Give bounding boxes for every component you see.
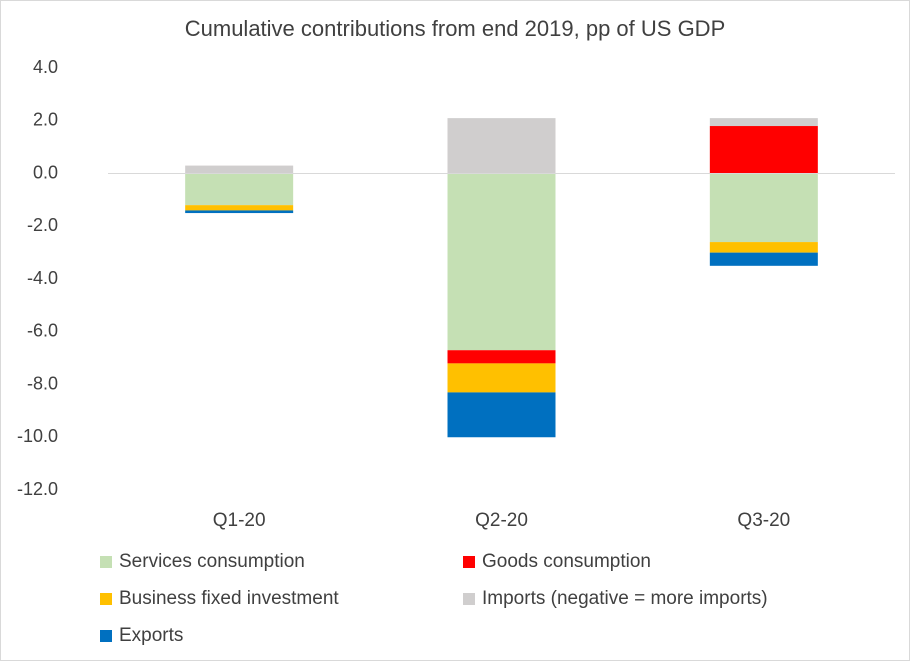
x-tick-label: Q2-20 [475,510,528,531]
bar-segment [447,118,556,174]
bar-segment [447,173,556,351]
legend-label: Goods consumption [482,551,651,572]
bar-segment [709,252,818,266]
y-tick-label: -6.0 [27,321,58,341]
y-tick-label: -8.0 [27,373,58,393]
y-tick-label: 4.0 [33,57,58,77]
chart-title: Cumulative contributions from end 2019, … [185,16,726,41]
legend-swatch [463,556,475,568]
y-tick-label: 0.0 [33,162,58,182]
legend-label: Imports (negative = more imports) [482,588,768,609]
legend-label: Services consumption [119,551,305,572]
legend-swatch [100,593,112,605]
x-tick-label: Q1-20 [213,510,266,531]
legend-swatch [100,630,112,642]
bar-segment [185,165,294,174]
y-tick-label: -4.0 [27,268,58,288]
bar-segment [447,392,556,438]
y-tick-label: -10.0 [17,426,58,446]
legend-swatch [463,593,475,605]
bar-segment [447,363,556,393]
y-tick-label: -2.0 [27,215,58,235]
bar-segment [709,173,818,243]
legend-label: Exports [119,625,183,646]
x-tick-label: Q3-20 [737,510,790,531]
bar-segment [185,210,294,214]
bar-segment [709,126,818,174]
bar-segment [709,242,818,253]
legend-label: Business fixed investment [119,588,339,609]
bar-segment [709,118,818,127]
y-tick-label: 2.0 [33,110,58,130]
bar-segment [185,173,294,206]
y-tick-label: -12.0 [17,479,58,499]
bar-segment [447,350,556,364]
bar-segment [185,205,294,211]
legend-swatch [100,556,112,568]
